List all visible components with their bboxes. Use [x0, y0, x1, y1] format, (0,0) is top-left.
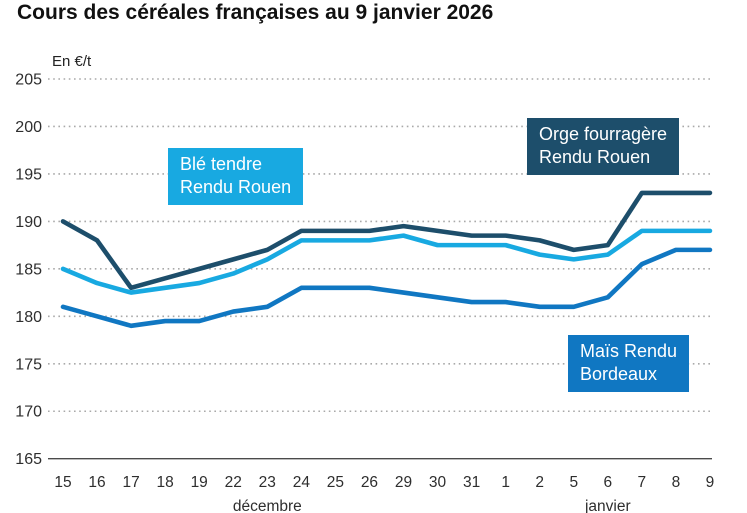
series-label-line: Orge fourragère [539, 124, 668, 144]
x-tick-label: 19 [191, 474, 208, 491]
mais-series-label: Maïs Rendu Bordeaux [568, 335, 690, 392]
x-tick-label: 29 [395, 474, 412, 491]
y-tick-label: 175 [15, 356, 42, 373]
x-tick-label: 2 [535, 474, 544, 491]
month-label: décembre [233, 498, 302, 513]
y-tick-label: 165 [15, 451, 42, 468]
y-tick-label: 185 [15, 261, 42, 278]
x-tick-label: 24 [293, 474, 311, 491]
mais-rendu-bordeaux-line [60, 247, 713, 329]
orge-fourragere-series-label: Orge fourragère Rendu Rouen [527, 118, 680, 175]
series-label-line: Blé tendre [180, 154, 263, 174]
x-tick-label: 18 [157, 474, 174, 491]
x-tick-label: 8 [672, 474, 681, 491]
x-tick-label: 5 [569, 474, 578, 491]
chart-title: Cours des céréales françaises au 9 janvi… [17, 1, 494, 24]
x-tick-label: 16 [88, 474, 105, 491]
month-label: janvier [584, 498, 631, 513]
x-tick-label: 9 [706, 474, 715, 491]
y-tick-label: 205 [15, 72, 42, 89]
ble-tendre-series-label: Blé tendre Rendu Rouen [168, 148, 304, 205]
y-axis-unit-label: En €/t [52, 53, 92, 70]
y-tick-label: 180 [15, 309, 42, 326]
x-tick-label: 26 [361, 474, 378, 491]
x-tick-label: 6 [603, 474, 612, 491]
series-label-line: Rendu Rouen [539, 147, 651, 168]
series-label-line: Rendu Rouen [180, 177, 292, 198]
y-tick-label: 200 [15, 119, 42, 136]
x-tick-label: 7 [638, 474, 647, 491]
x-tick-label: 15 [54, 474, 71, 491]
x-tick-label: 31 [463, 474, 480, 491]
ble-tendre-rendu-rouen-line [60, 228, 713, 295]
x-tick-label: 22 [225, 474, 242, 491]
y-tick-label: 190 [15, 214, 42, 231]
x-tick-label: 30 [429, 474, 447, 491]
x-tick-label: 23 [259, 474, 276, 491]
series-label-line: Bordeaux [580, 364, 658, 385]
x-tick-label: 1 [501, 474, 510, 491]
orge-fourragere-rendu-rouen-line [60, 190, 713, 291]
x-tick-label: 25 [327, 474, 344, 491]
series-label-line: Maïs Rendu [580, 341, 678, 361]
x-tick-label: 17 [122, 474, 139, 491]
y-tick-label: 170 [15, 404, 42, 421]
y-tick-label: 195 [15, 166, 42, 183]
